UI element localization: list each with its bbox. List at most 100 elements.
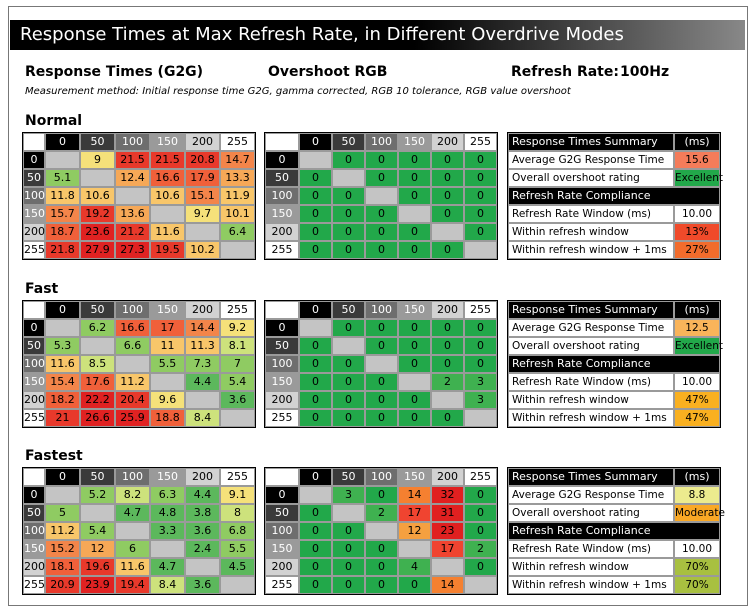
empty-cell [398,205,431,223]
row-header: 50 [23,169,45,187]
summary-label: Average G2G Response Time [508,486,674,504]
row-header: 200 [265,223,299,241]
value-cell: 26.6 [80,409,115,427]
row-header: 100 [265,522,299,540]
value-cell: 9.6 [150,391,185,409]
value-cell: 3.6 [185,522,220,540]
value-cell: 8.4 [150,576,185,594]
value-cell: 0 [398,391,431,409]
value-cell: 20.4 [115,391,150,409]
value-cell: 8.2 [115,486,150,504]
value-cell: 5.5 [220,540,255,558]
value-cell: 3.8 [185,504,220,522]
row-header: 100 [265,187,299,205]
value-cell: 0 [365,486,398,504]
summary-table: Response Times Summary (ms) Average G2G Re… [507,300,723,428]
empty-cell [115,522,150,540]
value-cell: 15.4 [45,373,80,391]
value-cell: 9.1 [220,486,255,504]
summary-value: 27% [674,241,720,259]
value-cell: 11.2 [45,522,80,540]
summary-label: Within refresh window + 1ms [508,241,674,259]
summary-value: 10.00 [674,373,720,391]
value-cell: 0 [365,205,398,223]
summary-value: 13% [674,223,720,241]
value-cell: 0 [464,187,497,205]
value-cell: 23 [431,522,464,540]
empty-cell [45,486,80,504]
row-header: 150 [265,205,299,223]
column-header: 255 [220,133,255,151]
summary-unit: (ms) [674,133,720,151]
column-header: 200 [431,468,464,486]
value-cell: 6.3 [150,486,185,504]
row-header: 150 [23,540,45,558]
value-cell: 5.5 [150,355,185,373]
value-cell: 19.5 [150,241,185,259]
summary-table: Response Times Summary (ms) Average G2G Re… [507,467,725,595]
value-cell: 15.2 [45,540,80,558]
column-header: 50 [332,301,365,319]
empty-cell [464,409,497,427]
value-cell: 0 [299,355,332,373]
row-header: 150 [23,373,45,391]
empty-cell [45,151,80,169]
summary-label: Overall overshoot rating [508,504,674,522]
row-header: 50 [265,337,299,355]
empty-cell [220,576,255,594]
row-header: 150 [265,373,299,391]
row-header: 100 [23,522,45,540]
value-cell: 18.8 [150,409,185,427]
value-cell: 18.2 [45,391,80,409]
value-cell: 0 [464,205,497,223]
value-cell: 3 [332,486,365,504]
overshoot-label: Overshoot RGB [268,64,388,80]
value-cell: 14.7 [220,151,255,169]
value-cell: 3.6 [185,576,220,594]
summary-value: 15.6 [674,151,720,169]
column-header: 255 [220,301,255,319]
summary-label: Overall overshoot rating [508,337,674,355]
value-cell: 9.7 [185,205,220,223]
value-cell: 12 [80,540,115,558]
value-cell: 0 [365,409,398,427]
row-header: 200 [265,391,299,409]
row-header: 255 [23,576,45,594]
row-header: 0 [265,151,299,169]
value-cell: 0 [299,223,332,241]
summary-value: 10.00 [674,540,720,558]
value-cell: 0 [365,151,398,169]
value-cell: 13.3 [220,169,255,187]
summary-heading: Response Times Summary [508,301,674,319]
value-cell: 15.7 [45,205,80,223]
value-cell: 0 [332,373,365,391]
empty-cell [299,486,332,504]
empty-cell [464,576,497,594]
value-cell: 0 [299,504,332,522]
value-cell: 6 [115,540,150,558]
row-header: 0 [23,319,45,337]
empty-cell [80,169,115,187]
summary-label: Refresh Rate Window (ms) [508,540,674,558]
value-cell: 19.6 [80,558,115,576]
value-cell: 0 [365,373,398,391]
row-header: 0 [265,486,299,504]
value-cell: 14 [431,576,464,594]
row-header: 200 [23,223,45,241]
column-header: 0 [299,301,332,319]
corner-cell [23,133,45,151]
value-cell: 19.2 [80,205,115,223]
value-cell: 2 [431,373,464,391]
empty-cell [220,241,255,259]
section-title: Fast [25,281,59,297]
value-cell: 0 [332,558,365,576]
section-title: Fastest [25,448,83,464]
row-header: 0 [23,151,45,169]
value-cell: 0 [464,522,497,540]
value-cell: 4.8 [150,504,185,522]
value-cell: 17 [150,319,185,337]
value-cell: 9 [80,151,115,169]
empty-cell [185,391,220,409]
value-cell: 12.4 [115,169,150,187]
value-cell: 0 [398,241,431,259]
